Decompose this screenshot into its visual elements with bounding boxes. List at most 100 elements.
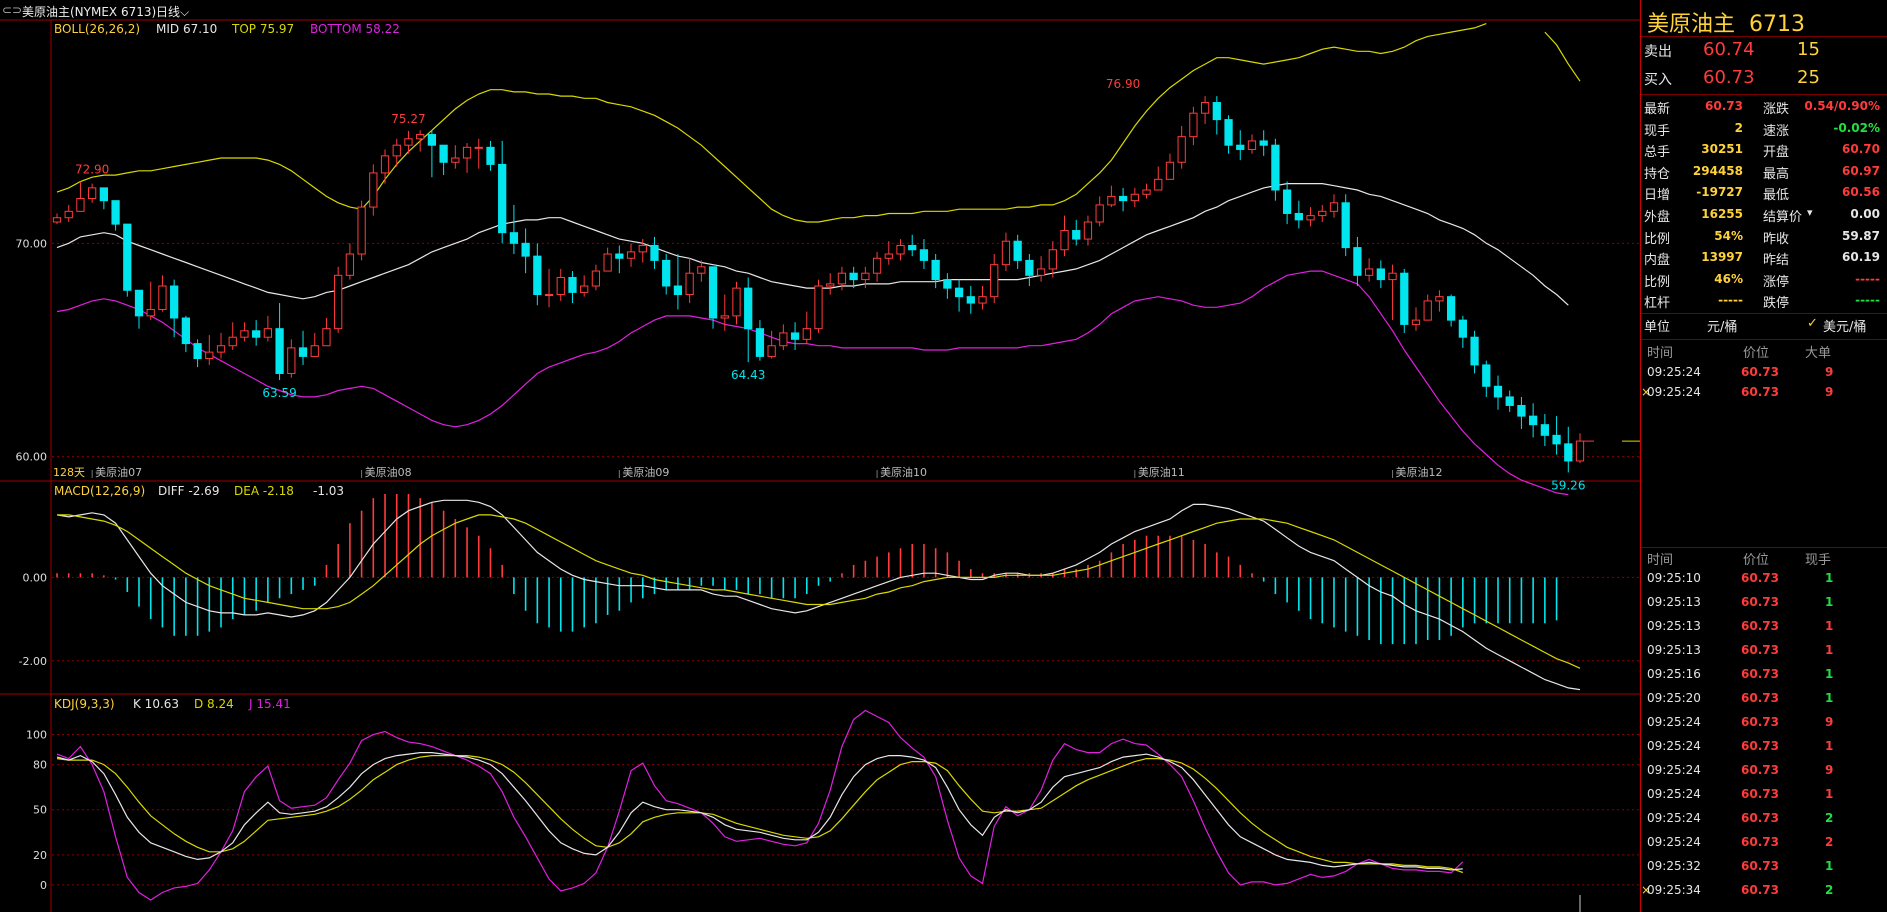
trade-volume: 1: [1825, 691, 1834, 705]
candle-body: [1200, 102, 1210, 114]
candle-body: [1388, 272, 1397, 281]
candle-body: [580, 285, 589, 293]
trade-time: 09:25:24: [1647, 787, 1701, 801]
extreme-price-label: 75.27: [391, 112, 425, 126]
field-label: 比例: [1644, 231, 1671, 247]
quote-field-row: 外盘 16255 结算价 ▾ 0.00: [1641, 204, 1887, 225]
instrument-title[interactable]: 美原油主(NYMEX 6713): [22, 5, 157, 19]
trade-row[interactable]: 09:25:20 60.73 1: [1641, 690, 1887, 708]
trade-row[interactable]: × 09:25:34 60.73 2: [1641, 882, 1887, 900]
trade-time: 09:25:24: [1647, 739, 1701, 753]
trade-row[interactable]: 09:25:24 60.73 1: [1641, 786, 1887, 804]
col-volume-header: 大单: [1805, 346, 1832, 361]
extreme-price-label: 76.90: [1106, 77, 1140, 91]
trade-price: 60.73: [1741, 787, 1779, 801]
candle-body: [369, 172, 378, 208]
candle-body: [626, 251, 636, 259]
sell-row[interactable]: 卖出 60.74 15: [1641, 39, 1887, 63]
candle-body: [861, 272, 870, 281]
candle-body: [1564, 443, 1573, 462]
quote-title: 美原油主 6713: [1647, 6, 1805, 38]
trade-row[interactable]: 09:25:10 60.73 1: [1641, 570, 1887, 588]
trade-row[interactable]: 09:25:24 60.73 9: [1641, 714, 1887, 732]
candle-body: [685, 272, 694, 296]
candle-body: [1013, 240, 1022, 261]
candle-body: [298, 347, 308, 357]
candle-body: [908, 244, 917, 251]
quote-panel: 美原油主 6713 卖出 60.74 15 买入 60.73 25 最新 60.7…: [1640, 0, 1887, 912]
candle-body: [380, 155, 390, 174]
trade-price: 60.73: [1741, 835, 1779, 849]
quote-code: 6713: [1749, 12, 1806, 37]
period-selector[interactable]: 日线⌵: [156, 3, 189, 20]
field-label: 最新: [1644, 102, 1671, 117]
candle-body: [837, 272, 847, 285]
candle-body: [170, 285, 179, 319]
trade-row[interactable]: 09:25:24 60.73 1: [1641, 738, 1887, 756]
candle-body: [556, 276, 565, 296]
trade-price: 60.73: [1741, 619, 1779, 633]
field-label: 外盘: [1644, 210, 1671, 225]
candle-body: [1189, 112, 1198, 138]
kdj-legend-k: K 10.63: [133, 697, 179, 711]
unit-usd-option[interactable]: 美元/桶: [1823, 320, 1867, 335]
row-marker: ×: [1641, 385, 1652, 399]
trade-row[interactable]: 09:25:32 60.73 1: [1641, 858, 1887, 876]
candle-body: [1400, 272, 1409, 325]
field-value: 46%: [1714, 271, 1743, 286]
candle-body: [1212, 102, 1221, 121]
candle-body: [1552, 434, 1561, 445]
field-value: 30251: [1701, 142, 1743, 157]
candle-body: [76, 198, 85, 212]
trade-time: 09:25:13: [1647, 595, 1701, 609]
candle-body: [1329, 202, 1339, 212]
chart-area[interactable]: 70.00 60.00 美原油07 美原油08 美原油09 美原油10 美原油11 美原油12…: [0, 0, 1640, 912]
trade-row[interactable]: 09:25:13 60.73 1: [1641, 642, 1887, 660]
field-label: 现手: [1644, 123, 1671, 139]
candle-body: [1048, 249, 1057, 270]
row-marker: ×: [1641, 883, 1652, 897]
candle-body: [1259, 140, 1268, 146]
candle-body: [439, 144, 448, 163]
candle-body: [498, 163, 507, 234]
trade-row[interactable]: 09:25:24 60.73 9: [1641, 364, 1887, 382]
trade-row[interactable]: 09:25:13 60.73 1: [1641, 618, 1887, 636]
sell-label: 卖出: [1644, 44, 1672, 60]
buy-volume: 25: [1797, 67, 1820, 88]
unit-cny-option[interactable]: 元/桶: [1707, 320, 1738, 335]
trade-row[interactable]: 09:25:13 60.73 1: [1641, 594, 1887, 612]
buy-row[interactable]: 买入 60.73 25: [1641, 67, 1887, 91]
candle-body: [1118, 195, 1128, 202]
trade-row[interactable]: × 09:25:24 60.73 9: [1641, 384, 1887, 402]
menu-icon[interactable]: ⊂⊃: [2, 3, 23, 17]
field-label: 涨停: [1763, 274, 1790, 290]
kdj-legend-name: KDJ(9,3,3): [54, 697, 115, 711]
trade-row[interactable]: 09:25:24 60.73 2: [1641, 834, 1887, 852]
boll-legend-bottom: BOTTOM 58.22: [310, 22, 400, 36]
trade-volume: 1: [1825, 643, 1834, 657]
candle-body: [1165, 161, 1175, 180]
trade-row[interactable]: 09:25:24 60.73 2: [1641, 810, 1887, 828]
candle-body: [509, 232, 519, 244]
sell-price: 60.74: [1703, 39, 1755, 60]
macd-diff-line: [56, 499, 1581, 691]
candle-body: [591, 270, 601, 287]
candle-body: [1575, 440, 1585, 462]
trade-row[interactable]: 09:25:24 60.73 9: [1641, 762, 1887, 780]
candle-body: [931, 259, 940, 281]
candle-body: [544, 294, 554, 297]
candle-body: [814, 285, 823, 330]
macd-dea-line: [57, 514, 1581, 669]
extreme-price-label: 72.90: [75, 162, 109, 176]
kdj-axis-label: 50: [33, 804, 47, 817]
price-axis-label: 60.00: [16, 451, 48, 464]
field-value: 294458: [1692, 163, 1743, 178]
candle-body: [662, 259, 671, 287]
candle-body: [603, 253, 612, 272]
boll-legend-mid: MID 67.10: [156, 22, 217, 36]
trade-row[interactable]: 09:25:16 60.73 1: [1641, 666, 1887, 684]
candle-body: [111, 200, 120, 225]
trade-price: 60.73: [1741, 763, 1779, 777]
settle-dropdown-icon[interactable]: ▾: [1807, 206, 1813, 219]
candle-body: [345, 253, 355, 276]
